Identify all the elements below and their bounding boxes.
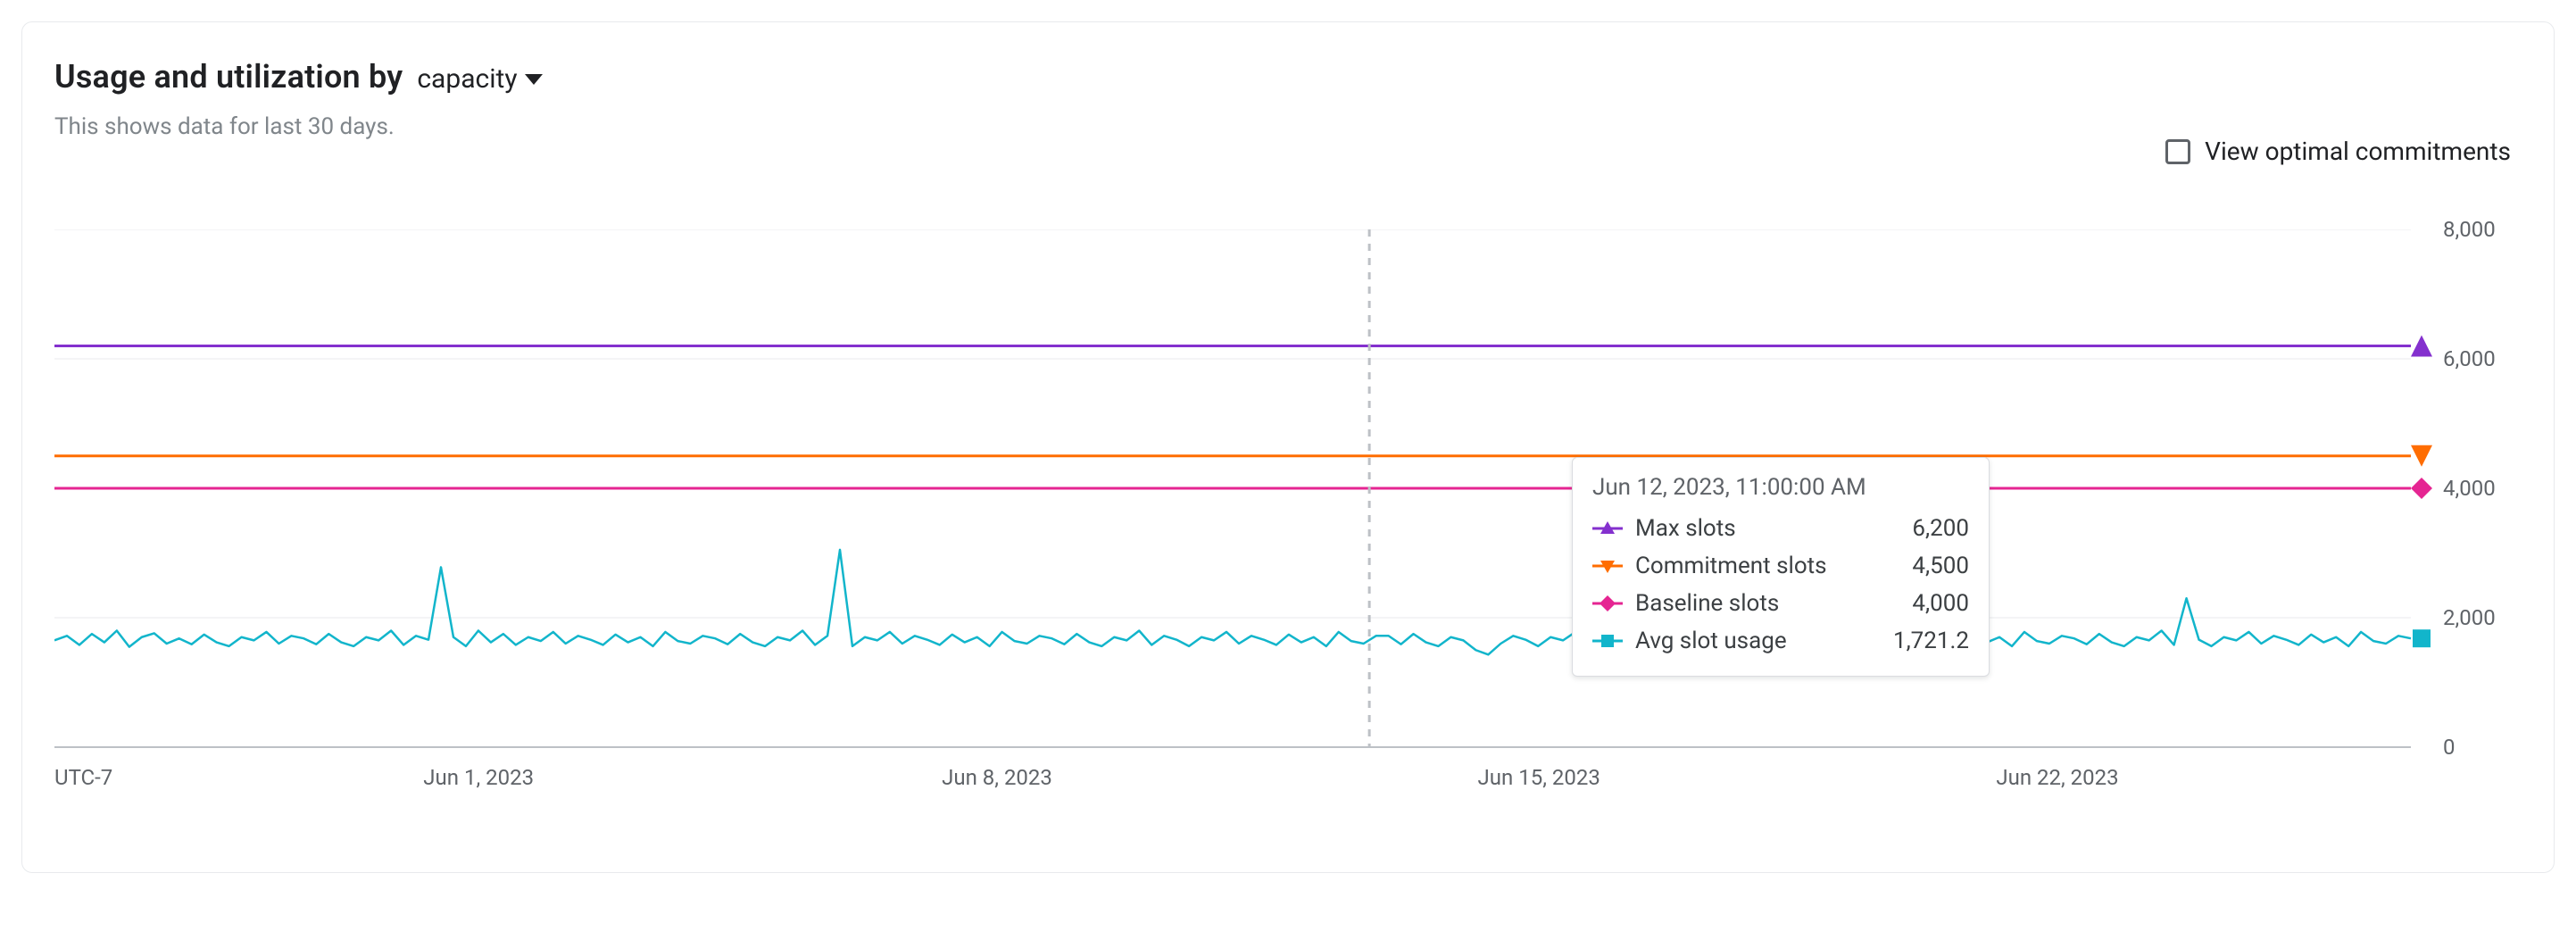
tooltip-series-name: Max slots: [1635, 515, 1841, 542]
checkbox-icon[interactable]: [2165, 139, 2190, 164]
groupby-value: capacity: [417, 63, 517, 95]
y-axis-label: 2,000: [2443, 605, 2496, 630]
tooltip-series-value: 6,200: [1889, 515, 1969, 542]
tooltip-series-value: 4,500: [1889, 553, 1969, 579]
view-optimal-commitments-toggle[interactable]: View optimal commitments: [2165, 137, 2511, 166]
y-axis-label: 8,000: [2443, 217, 2496, 242]
usage-utilization-card: Usage and utilization by capacity This s…: [21, 21, 2555, 873]
tooltip-row: Avg slot usage 1,721.2: [1592, 622, 1969, 660]
y-axis-label: 0: [2443, 735, 2456, 760]
x-axis-label: Jun 15, 2023: [1478, 765, 1600, 790]
chart-svg: [54, 229, 2500, 783]
card-header: Usage and utilization by capacity: [54, 58, 2522, 96]
x-axis-label: Jun 1, 2023: [423, 765, 534, 790]
tooltip-series-name: Commitment slots: [1635, 553, 1841, 579]
card-subtext: This shows data for last 30 days.: [54, 113, 2522, 140]
tooltip-row: Commitment slots 4,500: [1592, 547, 1969, 585]
tooltip-series-value: 1,721.2: [1889, 628, 1969, 654]
x-axis-label: Jun 22, 2023: [1996, 765, 2118, 790]
tooltip-timestamp: Jun 12, 2023, 11:00:00 AM: [1592, 474, 1969, 501]
tooltip-series-value: 4,000: [1889, 590, 1969, 617]
timezone-label: UTC-7: [54, 765, 112, 790]
chart-area[interactable]: Jun 12, 2023, 11:00:00 AM Max slots 6,200 C…: [54, 229, 2500, 836]
tooltip-row: Max slots 6,200: [1592, 510, 1969, 547]
y-axis-label: 4,000: [2443, 476, 2496, 501]
chart-tooltip: Jun 12, 2023, 11:00:00 AM Max slots 6,200 C…: [1572, 457, 1990, 677]
legend-marker-icon: [1592, 520, 1623, 537]
groupby-dropdown[interactable]: capacity: [417, 63, 542, 95]
x-axis-label: Jun 8, 2023: [942, 765, 1052, 790]
chevron-down-icon: [525, 74, 543, 85]
checkbox-label: View optimal commitments: [2205, 137, 2511, 166]
legend-marker-icon: [1592, 632, 1623, 650]
tooltip-row: Baseline slots 4,000: [1592, 585, 1969, 622]
card-title: Usage and utilization by: [54, 58, 403, 96]
tooltip-series-name: Baseline slots: [1635, 590, 1841, 617]
legend-marker-icon: [1592, 557, 1623, 575]
tooltip-series-name: Avg slot usage: [1635, 628, 1841, 654]
legend-marker-icon: [1592, 595, 1623, 612]
y-axis-label: 6,000: [2443, 346, 2496, 371]
